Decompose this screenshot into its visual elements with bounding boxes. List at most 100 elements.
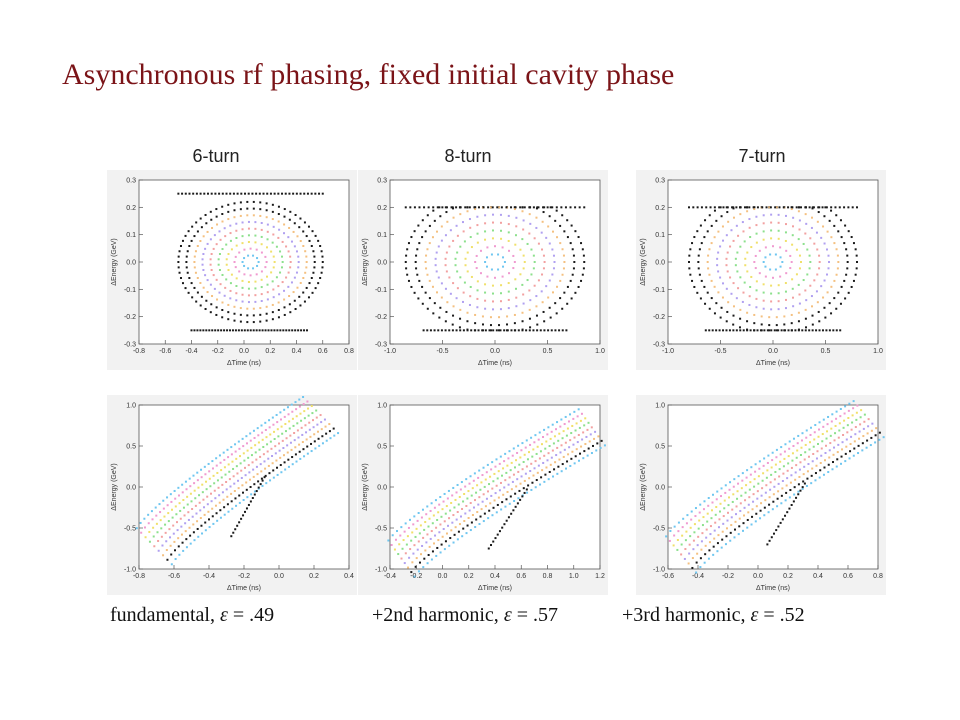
particle-dot [207,462,210,465]
particle-dot [412,523,415,526]
particle-dot [418,532,421,535]
particle-dot [246,321,249,324]
particle-dot [834,432,837,435]
particle-dot [203,465,206,468]
particle-dot [712,493,714,496]
particle-dot [844,405,847,408]
particle-dot [210,268,213,271]
particle-dot [151,518,154,521]
particle-dot [241,300,244,303]
particle-dot [685,522,688,525]
particle-dot [597,435,600,438]
particle-dot [284,430,287,433]
particle-dot [285,329,288,332]
particle-dot [782,472,785,475]
particle-dot [815,290,818,293]
particle-dot [777,229,780,232]
particle-dot [488,329,491,332]
particle-dot [797,434,800,437]
particle-dot [463,240,466,243]
particle-dot [274,452,277,455]
particle-dot [206,230,209,233]
x-tick-label: -0.2 [722,573,734,580]
particle-dot [792,216,795,219]
particle-dot [228,478,231,481]
particle-dot [205,299,208,302]
particle-dot [199,509,202,512]
particle-dot [834,206,837,209]
particle-dot [820,454,823,457]
particle-dot [221,192,224,195]
particle-dot [173,489,176,492]
particle-dot [229,282,232,285]
particle-dot [435,251,438,254]
particle-dot [476,484,479,487]
particle-dot [309,435,312,438]
particle-dot [842,426,845,429]
particle-dot [288,303,291,306]
particle-dot [852,279,855,282]
particle-dot [405,267,408,270]
particle-dot [813,431,816,434]
particle-dot [462,527,465,530]
particle-dot [736,497,739,500]
particle-dot [465,478,468,481]
particle-dot [469,502,472,505]
particle-dot [878,431,881,434]
particle-dot [304,271,307,274]
particle-dot [424,291,427,294]
particle-dot [816,220,819,223]
particle-dot [264,329,267,332]
particle-dot [448,329,451,332]
particle-dot [474,526,477,529]
particle-dot [532,474,535,477]
particle-dot [187,291,190,294]
particle-dot [443,492,446,495]
particle-dot [782,465,785,468]
particle-dot [708,248,711,251]
particle-dot [288,295,291,298]
particle-dot [491,237,494,240]
particle-dot [321,255,324,258]
particle-dot [431,285,434,288]
particle-dot [738,525,741,528]
particle-dot [789,481,792,484]
particle-dot [699,566,702,569]
particle-dot [193,482,196,485]
caption-3rd-harmonic: +3rd harmonic, ε = .52 [622,604,805,627]
particle-dot [755,215,758,218]
particle-dot [289,434,292,437]
particle-dot [476,297,479,300]
particle-dot [455,518,458,521]
particle-dot [828,449,831,452]
particle-dot [582,431,585,434]
particle-dot [541,273,544,276]
particle-dot [724,543,727,546]
particle-dot [559,224,562,227]
particle-dot [448,276,451,279]
particle-dot [427,553,430,556]
particle-dot [477,503,480,506]
particle-dot [535,314,538,317]
particle-dot [713,529,716,532]
particle-dot [319,276,322,279]
particle-dot [424,230,427,233]
particle-dot [478,496,481,499]
particle-dot [547,426,550,429]
particle-dot [790,313,793,316]
particle-dot [719,276,722,279]
particle-dot [535,305,538,308]
particle-dot [246,200,249,203]
particle-dot [721,538,724,541]
particle-dot [459,488,462,491]
particle-dot [226,329,229,332]
particle-dot [722,522,725,525]
particle-dot [218,291,221,294]
x-tick-label: -0.2 [212,348,224,355]
particle-dot [320,271,323,274]
particle-dot [796,442,799,445]
particle-dot [550,430,553,433]
particle-dot [426,273,429,276]
particle-dot [466,320,469,323]
particle-dot [177,261,180,263]
